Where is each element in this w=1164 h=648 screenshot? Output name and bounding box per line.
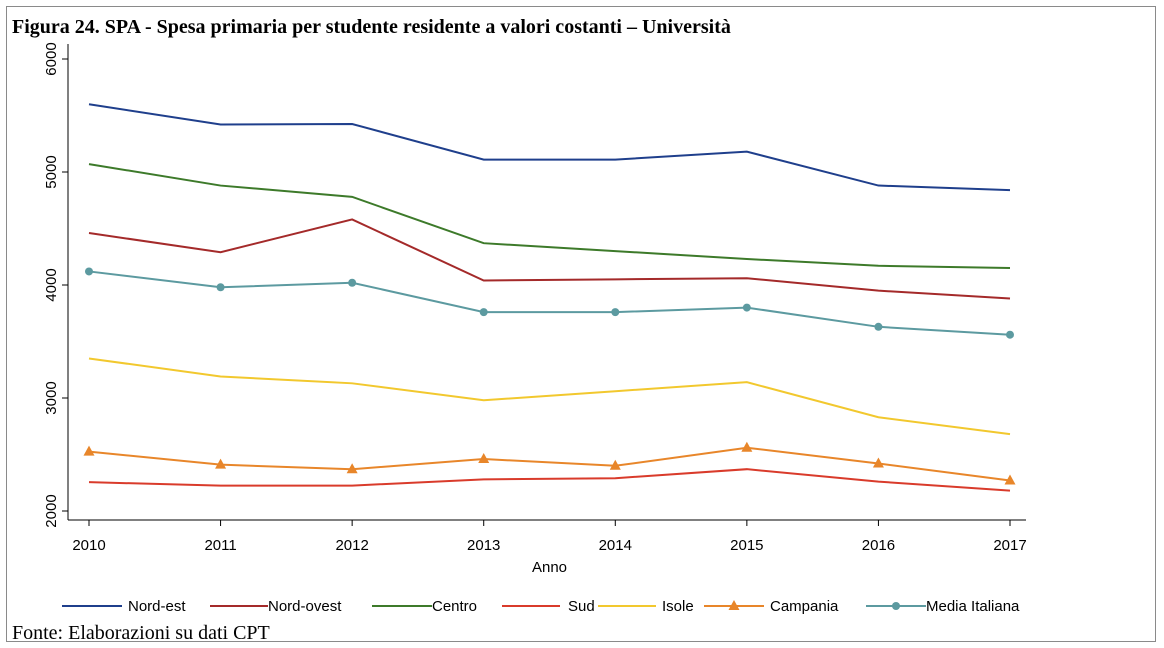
x-tick-label: 2017 xyxy=(993,537,1026,554)
data-point xyxy=(346,463,358,474)
x-axis-title: Anno xyxy=(532,559,567,576)
data-point xyxy=(348,278,357,287)
data-point xyxy=(609,459,621,470)
y-tick-label: 2000 xyxy=(43,494,60,527)
data-point xyxy=(1006,330,1014,339)
legend-marker xyxy=(892,602,900,610)
series-line xyxy=(88,468,1011,492)
legend-label: Nord-est xyxy=(128,598,186,615)
x-tick-label: 2013 xyxy=(467,537,500,554)
figure-title: Figura 24. SPA - Spesa primaria per stud… xyxy=(12,16,731,38)
data-point xyxy=(216,283,225,292)
data-point xyxy=(215,458,227,469)
legend-label: Campania xyxy=(770,598,839,615)
data-point xyxy=(741,441,753,452)
data-point xyxy=(83,445,95,456)
legend-label: Isole xyxy=(662,598,694,615)
series-line xyxy=(88,103,1011,192)
data-point xyxy=(85,267,93,276)
x-tick-label: 2016 xyxy=(862,537,895,554)
series-line xyxy=(88,446,1011,482)
y-tick-label: 3000 xyxy=(43,381,60,414)
series-line xyxy=(88,270,1011,336)
figure-frame xyxy=(6,6,1156,642)
data-point xyxy=(611,308,620,317)
x-tick-label: 2012 xyxy=(335,537,368,554)
y-tick-label: 6000 xyxy=(43,42,60,75)
series-line xyxy=(88,357,1011,436)
data-point xyxy=(874,322,883,331)
x-tick-label: 2014 xyxy=(599,537,632,554)
legend-label: Media Italiana xyxy=(926,598,1020,615)
data-point xyxy=(478,453,490,464)
series-line xyxy=(88,163,1011,270)
legend-label: Centro xyxy=(432,598,477,615)
x-tick-label: 2015 xyxy=(730,537,763,554)
y-tick-label: 5000 xyxy=(43,155,60,188)
x-tick-label: 2010 xyxy=(72,537,105,554)
legend-label: Nord-ovest xyxy=(268,598,342,615)
y-tick-label: 4000 xyxy=(43,268,60,301)
figure-source: Fonte: Elaborazioni su dati CPT xyxy=(12,622,270,644)
legend-marker xyxy=(728,600,740,610)
data-point xyxy=(479,308,488,317)
data-point xyxy=(742,303,751,312)
series-line xyxy=(88,218,1011,300)
data-point xyxy=(1004,474,1016,485)
legend-label: Sud xyxy=(568,598,595,615)
x-tick-label: 2011 xyxy=(204,537,236,554)
data-point xyxy=(872,457,884,468)
